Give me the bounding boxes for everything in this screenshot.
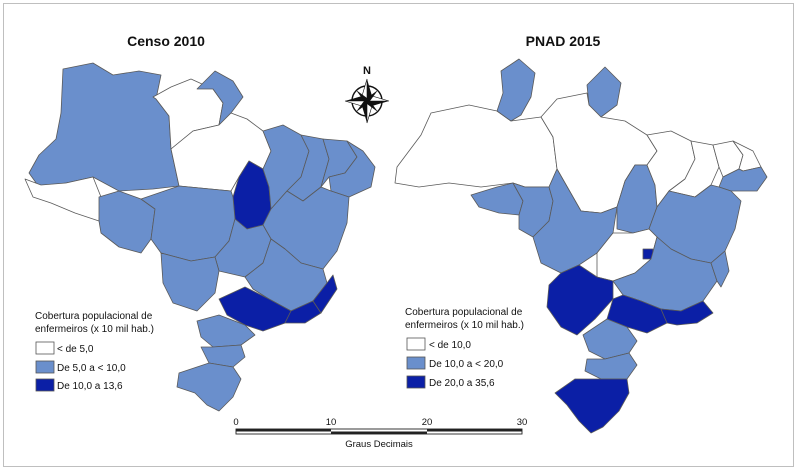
- legend-swatch-high: [35, 378, 55, 392]
- north-arrow: N: [344, 65, 390, 124]
- scale-bar: 0 10 20 30 Graus Decimais: [233, 417, 527, 450]
- scale-tick-label: 20: [422, 417, 433, 428]
- legend-label-low: < de 10,0: [429, 340, 471, 351]
- legend-swatch-mid: [406, 356, 426, 370]
- state-mato-grosso-sul: [546, 264, 614, 336]
- state-parana: [582, 318, 638, 360]
- state-espirito-santo: [312, 274, 338, 314]
- scale-bar-segment: [331, 431, 427, 434]
- figure-frame: Censo 2010: [3, 3, 794, 467]
- legend-swatch-low: [406, 337, 426, 351]
- state-parana: [196, 314, 256, 348]
- legend-swatch-mid: [35, 360, 55, 374]
- map-title: PNAD 2015: [526, 33, 601, 49]
- legend-title-line1: Cobertura populacional de: [405, 307, 523, 318]
- legend-label-high: De 20,0 a 35,6: [429, 378, 495, 389]
- state-acre: [470, 182, 524, 216]
- scale-unit-label: Graus Decimais: [345, 439, 413, 450]
- state-santa-catarina: [584, 352, 638, 380]
- state-amazonas: [394, 104, 558, 188]
- map-title: Censo 2010: [127, 33, 205, 49]
- legend-label-mid: De 5,0 a < 10,0: [57, 363, 126, 374]
- legend-swatch-high: [406, 375, 426, 389]
- state-mato-grosso: [532, 168, 618, 274]
- state-amazonas: [28, 62, 180, 192]
- scale-tick-label: 10: [326, 417, 337, 428]
- map-pnad-2015: PNAD 2015: [394, 33, 768, 434]
- legend-swatch-low: [35, 341, 55, 355]
- legend-pnad-2015: Cobertura populacional de enfermeiros (x…: [405, 307, 524, 389]
- state-rio-de-janeiro: [660, 300, 714, 326]
- state-rio-grande-sul: [554, 378, 630, 434]
- scale-tick-label: 0: [233, 417, 238, 428]
- map-censo-2010: Censo 2010: [24, 33, 376, 412]
- legend-label-mid: De 10,0 a < 20,0: [429, 359, 504, 370]
- state-acre: [24, 176, 102, 222]
- state-rio-grande-sul: [176, 362, 242, 412]
- scale-bar-segment: [236, 429, 331, 432]
- state-mato-grosso-sul: [160, 252, 220, 312]
- compass-rose-icon: [344, 78, 390, 124]
- legend-title-line2: enfermeiros (x 10 mil hab.): [35, 324, 154, 335]
- legend-title-line2: enfermeiros (x 10 mil hab.): [405, 320, 524, 331]
- scale-tick-label: 30: [517, 417, 528, 428]
- state-rio-de-janeiro: [284, 300, 322, 324]
- state-espirito-santo: [710, 250, 730, 288]
- legend-censo-2010: Cobertura populacional de enfermeiros (x…: [35, 311, 154, 392]
- state-roraima: [496, 58, 536, 122]
- legend-label-low: < de 5,0: [57, 344, 94, 355]
- scale-bar-segment: [427, 429, 522, 432]
- state-rondonia: [98, 190, 156, 254]
- legend-label-high: De 10,0 a 13,6: [57, 381, 123, 392]
- north-label: N: [363, 65, 371, 77]
- legend-title-line1: Cobertura populacional de: [35, 311, 153, 322]
